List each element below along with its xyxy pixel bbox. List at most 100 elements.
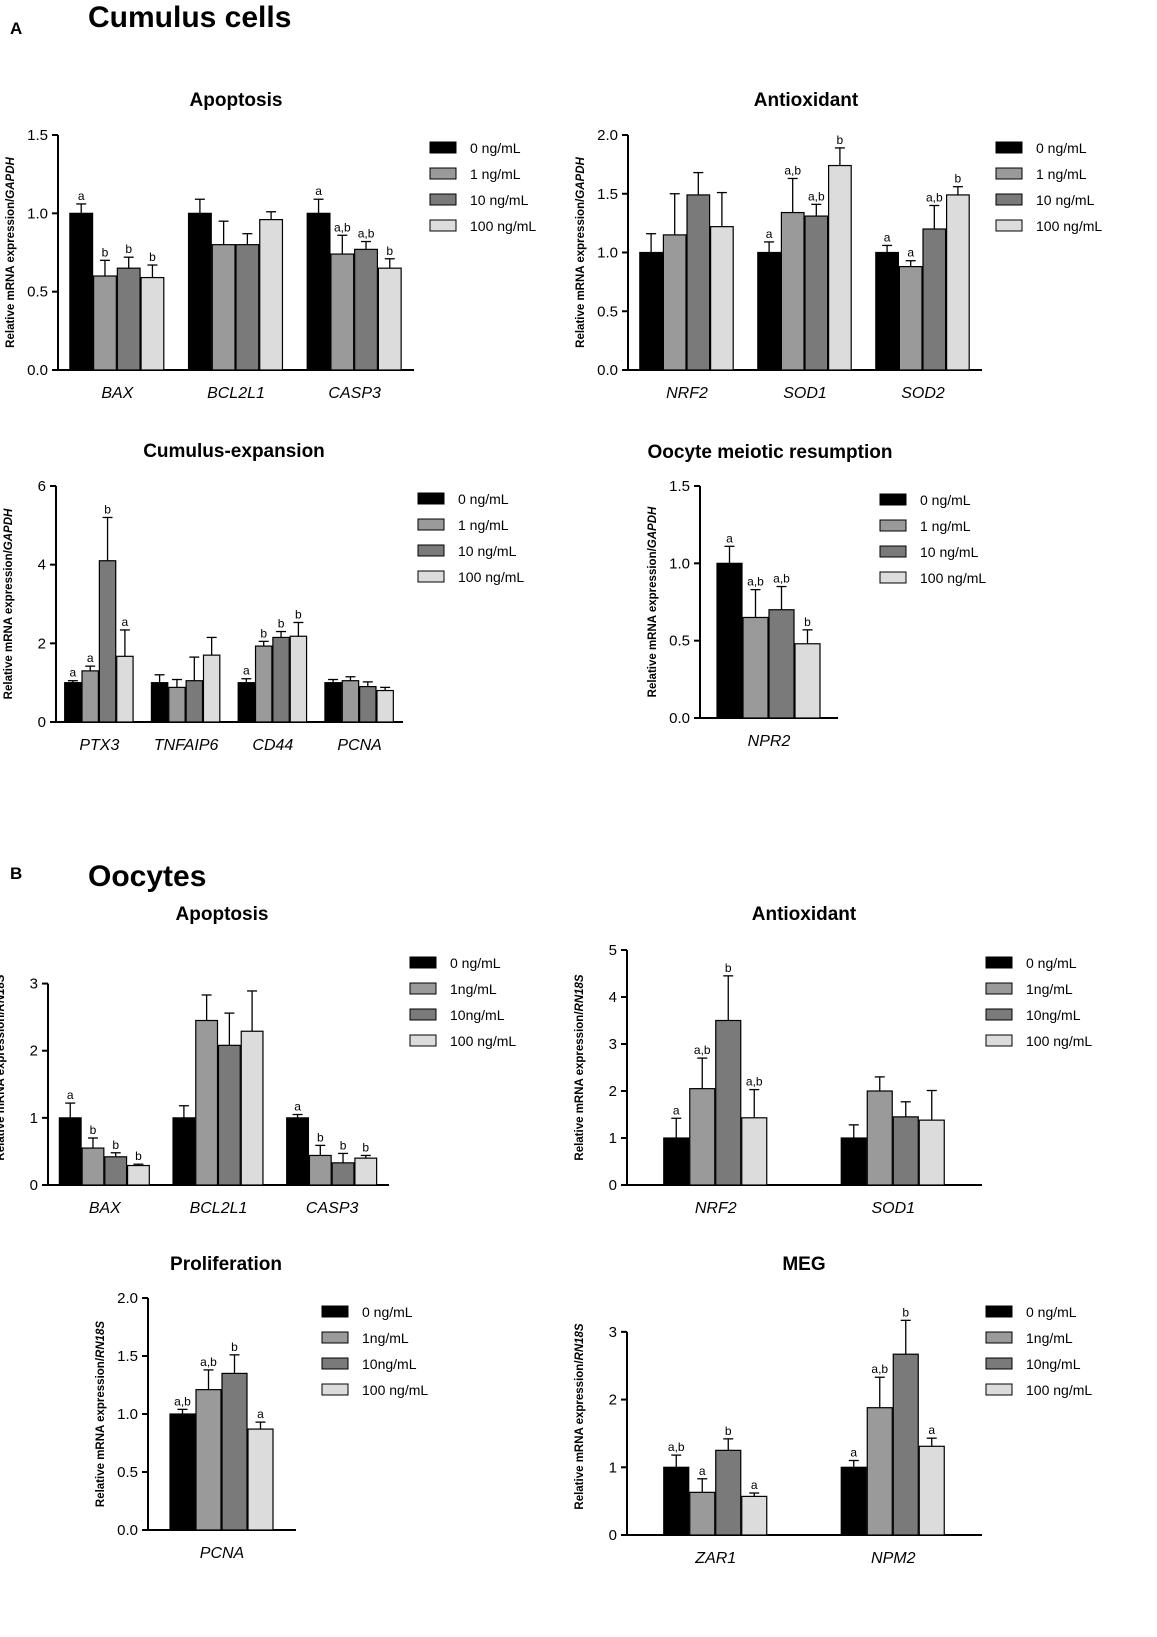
x-category-label: ZAR1 [694,1550,736,1567]
oo-apoptosis-panel: Apoptosis 0 1 2 3 Relative mRNA expression/RN… [0,904,516,1217]
oo-meg-panel: MEG 0 1 2 3 Relative mRNA expression/RN18S a,b… [574,1254,1092,1567]
legend-swatch [321,1331,349,1344]
legend-swatch [879,545,907,558]
significance-label: b [386,244,393,258]
y-tick-label: 1.5 [669,478,690,495]
legend-swatch [985,956,1013,969]
y-tick-label: 4 [609,989,617,1006]
legend-label: 0 ng/mL [920,492,971,508]
y-axis-label-text: Relative mRNA expression/ [5,198,17,348]
bar-cd44-3 [272,636,290,723]
bar-sod1-4 [918,1119,945,1186]
legend-label: 1 ng/mL [458,517,509,533]
legend-label: 1ng/mL [450,981,497,997]
legend-label: 10 ng/mL [920,544,979,560]
legend-swatch [429,167,457,180]
oo-proliferation-title: Proliferation [170,1254,282,1275]
oo-meg-title: MEG [782,1254,825,1275]
significance-label: b [104,502,111,516]
bar-casp3-4 [377,267,402,371]
x-category-label: SOD1 [783,385,827,402]
x-category-label: TNFAIP6 [154,737,219,754]
legend-label: 100 ng/mL [1026,1382,1092,1398]
bar-sod2-4 [945,194,970,371]
bar-sod1-3 [804,215,829,371]
y-axis-label-gene: GAPDH [5,156,17,198]
legend-label: 100 ng/mL [362,1382,428,1398]
y-tick-label: 1 [30,1110,38,1127]
bar-sod1-2 [866,1090,893,1186]
significance-label: a,b [784,163,801,177]
bar-ptx3-3 [98,560,117,723]
cc-antioxidant-panel: Antioxidant 0.0 0.5 1.0 1.5 2.0 Relative mRNA … [575,90,1102,402]
bar-bax-1 [58,1117,82,1186]
y-axis-label: Relative mRNA expression/RN18S [95,1321,107,1508]
bar-bcl2l1-3 [235,244,260,371]
bar-ptx3-4 [116,655,134,723]
y-tick-label: 0 [609,1177,617,1194]
bar-nrf2-4 [709,226,734,371]
legend-swatch [417,544,445,557]
bar-bax-4 [140,276,165,371]
significance-label: b [125,242,132,256]
y-tick-label: 0.5 [27,284,48,301]
x-category-label: BCL2L1 [207,385,265,402]
legend-swatch [985,1008,1013,1021]
y-tick-label: 0.0 [597,362,618,379]
legend-swatch [985,1383,1013,1396]
legend-swatch [985,1034,1013,1047]
y-axis-label-text: Relative mRNA expression/ [647,547,659,697]
bar-ptx3-2 [81,670,99,723]
bar-bcl2l1-4 [259,219,284,371]
bar-npr2-3 [768,609,795,719]
y-axis-label: Relative mRNA expression/GAPDH [575,156,587,347]
legend-label: 100 ng/mL [920,570,986,586]
x-category-label: BCL2L1 [190,1200,248,1217]
x-category-label: NPR2 [748,733,791,750]
bar-bcl2l1-4 [240,1030,264,1186]
bar-npr2-2 [742,616,769,719]
y-tick-label: 0.0 [27,362,48,379]
bar-npr2-1 [716,562,743,719]
y-axis-label-gene: RN18S [95,1321,107,1358]
legend-label: 10ng/mL [450,1007,505,1023]
bar-pcna-4 [247,1428,274,1531]
bar-ptx3-1 [64,682,82,723]
bar-casp3-4 [354,1157,378,1186]
significance-label: a [699,1464,706,1478]
bar-pcna-4 [376,689,394,723]
significance-label: b [725,1424,732,1438]
legend-swatch [321,1305,349,1318]
significance-label: b [278,617,285,631]
significance-label: a,b [358,227,375,241]
y-tick-label: 3 [609,1036,617,1053]
legend-swatch [409,1008,437,1021]
significance-label: b [260,626,267,640]
y-tick-label: 0 [38,714,46,731]
bar-bcl2l1-1 [172,1117,196,1186]
legend-label: 1 ng/mL [470,166,521,182]
x-category-label: CASP3 [306,1200,359,1217]
y-tick-label: 2 [38,635,46,652]
bar-npm2-4 [918,1445,945,1536]
significance-label: a [726,531,733,545]
significance-label: b [725,961,732,975]
legend-label: 1 ng/mL [1036,166,1087,182]
section-a-letter: A [10,19,22,38]
y-axis-label-gene: GAPDH [575,156,587,198]
y-axis-label: Relative mRNA expression/RN18S [0,974,7,1161]
y-tick-label: 2 [609,1392,617,1409]
bar-nrf2-1 [663,1137,690,1186]
legend-label: 10 ng/mL [470,192,529,208]
legend-swatch [429,141,457,154]
y-axis-label: Relative mRNA expression/GAPDH [5,156,17,347]
section-b-letter: B [10,864,22,883]
significance-label: a [315,184,322,198]
bar-bcl2l1-2 [195,1019,219,1186]
y-axis-label-gene: RN18S [574,1323,586,1360]
cc-cumulus-expansion-title: Cumulus-expansion [143,441,325,462]
legend-swatch [417,518,445,531]
y-axis-label-text: Relative mRNA expression/ [574,1011,586,1161]
legend-swatch [995,167,1023,180]
